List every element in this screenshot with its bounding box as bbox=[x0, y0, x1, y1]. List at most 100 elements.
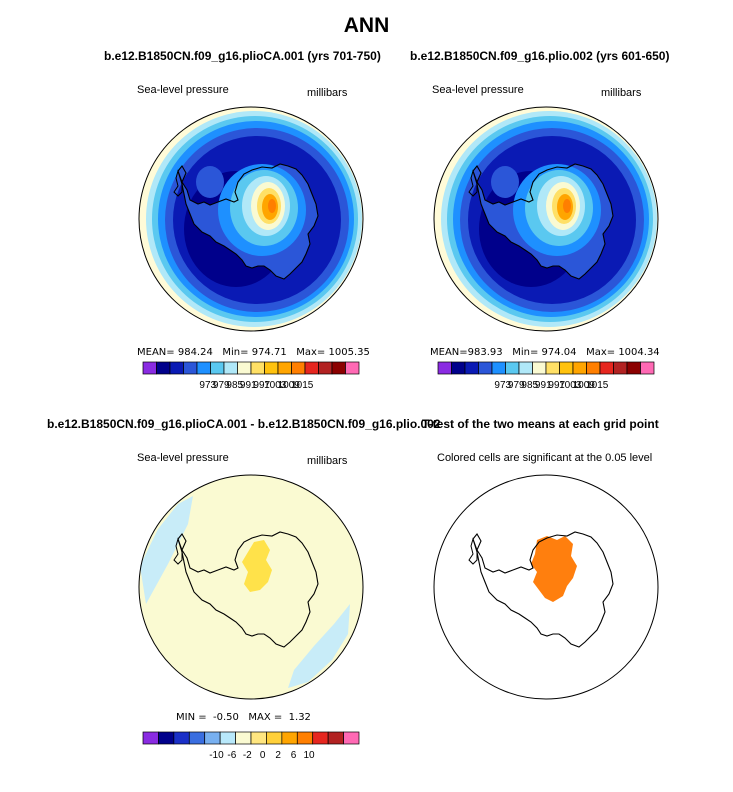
panel1-peninsula-coastline bbox=[173, 169, 183, 197]
panel2-stats: MEAN=983.93 Min= 974.04 Max= 1004.34 bbox=[430, 347, 660, 358]
panel2-colorbar-swatch-11 bbox=[586, 361, 601, 375]
panel1-colorbar-swatch-10 bbox=[277, 361, 292, 375]
panel2-colorbar-tick-label-1: 979 bbox=[508, 380, 525, 391]
panel3-antarctica-coastline bbox=[177, 531, 319, 648]
panel1-colorbar-tick-label-2: 985 bbox=[226, 380, 243, 391]
panel3-map-border bbox=[138, 474, 364, 700]
panel3-title: b.e12.B1850CN.f09_g16.plioCA.001 - b.e12… bbox=[47, 417, 441, 431]
panel3-colorbar-swatch-10 bbox=[296, 731, 314, 745]
panel1-colorbar-swatch-8 bbox=[250, 361, 265, 375]
panel3-max-label: MAX = bbox=[248, 712, 283, 723]
panel2-colorbar-swatch-8 bbox=[545, 361, 560, 375]
panel1-colorbar-swatch-12 bbox=[304, 361, 319, 375]
panel3-colorbar-swatch-2 bbox=[173, 731, 190, 745]
panel3-negative-region-east bbox=[288, 604, 350, 688]
panel3-colorbar-tick-label-0: -10 bbox=[209, 750, 224, 761]
panel2-mean-label: MEAN= bbox=[430, 347, 468, 358]
panel3-colorbar-swatch-8 bbox=[266, 731, 283, 745]
panel2-map-border bbox=[433, 106, 659, 332]
panel2-colorbar-tick-label-7: 1015 bbox=[586, 380, 609, 391]
panel1-colorbar-tick-label-3: 991 bbox=[240, 380, 257, 391]
panel1-max-label: Max= bbox=[296, 347, 326, 358]
panel1-variable-label: Sea-level pressure bbox=[137, 84, 229, 96]
panel4-ttest-map bbox=[433, 474, 659, 700]
panel1-colorbar-tick-label-6: 1009 bbox=[278, 380, 301, 391]
panel2-colorbar-swatch-2 bbox=[464, 361, 479, 375]
panel1-mean-value: 984.24 bbox=[177, 347, 213, 358]
panel2-colorbar-swatch-13 bbox=[613, 361, 628, 375]
panel1-colorbar-swatch-4 bbox=[196, 361, 211, 375]
panel2-colorbar-swatch-4 bbox=[491, 361, 506, 375]
panel2-min-label: Min= bbox=[512, 347, 539, 358]
panel1-colorbar-tick-label-1: 979 bbox=[213, 380, 230, 391]
panel1-mean-label: MEAN= bbox=[137, 347, 175, 358]
panel1-ross-sea-band bbox=[196, 166, 224, 198]
panel2-max-label: Max= bbox=[586, 347, 616, 358]
panel1-colorbar-swatch-11 bbox=[291, 361, 306, 375]
panel1-units-label: millibars bbox=[307, 87, 348, 99]
panel1-slp-map bbox=[138, 106, 364, 332]
panel1-antarctica-coastline bbox=[177, 163, 319, 280]
panel1-colorbar-swatch-9 bbox=[264, 361, 279, 375]
panel3-colorbar-tick-label-1: -6 bbox=[227, 750, 236, 761]
panel1-min-label: Min= bbox=[222, 347, 249, 358]
panel1-colorbar-swatch-2 bbox=[169, 361, 184, 375]
panel3-colorbar-swatch-5 bbox=[219, 731, 236, 745]
panel1-plateau-peak bbox=[268, 199, 276, 213]
panel3-colorbar-tick-label-3: 0 bbox=[260, 750, 266, 761]
panel2-variable-label: Sea-level pressure bbox=[432, 84, 524, 96]
panel3-max-value: 1.32 bbox=[288, 712, 311, 723]
panel2-colorbar-swatch-1 bbox=[451, 361, 466, 375]
panel2-colorbar-swatch-3 bbox=[478, 361, 493, 375]
panel3-colorbar-swatch-6 bbox=[235, 731, 252, 745]
panel3-colorbar-swatch-1 bbox=[158, 731, 175, 745]
panel2-colorbar-swatch-10 bbox=[572, 361, 587, 375]
panel3-units-label: millibars bbox=[307, 455, 348, 467]
panel1-colorbar-tick-label-5: 1003 bbox=[264, 380, 287, 391]
panel2-title: b.e12.B1850CN.f09_g16.plio.002 (yrs 601-… bbox=[410, 49, 670, 63]
panel4-antarctica-coastline bbox=[472, 531, 614, 648]
panel1-map-border bbox=[138, 106, 364, 332]
panel1-colorbar-swatch-14 bbox=[331, 361, 346, 375]
panel3-colorbar-tick-label-4: 2 bbox=[275, 750, 281, 761]
panel3-peninsula-coastline bbox=[173, 537, 183, 565]
figure-title: ANN bbox=[343, 14, 390, 37]
panel3-colorbar-tick-label-5: 6 bbox=[291, 750, 297, 761]
panel1-colorbar-swatch-6 bbox=[223, 361, 238, 375]
panel3-colorbar-swatch-12 bbox=[327, 731, 344, 745]
panel2-colorbar-swatch-7 bbox=[532, 361, 547, 375]
panel2-peninsula-coastline bbox=[468, 169, 478, 197]
panel1-colorbar-tick-label-0: 973 bbox=[199, 380, 216, 391]
panel1-colorbar-swatch-0 bbox=[142, 361, 157, 375]
panel3-colorbar-swatch-7 bbox=[250, 731, 267, 745]
panel2-colorbar-tick-label-6: 1009 bbox=[573, 380, 596, 391]
panel4-significant-region bbox=[531, 536, 577, 602]
panel4-map-border bbox=[433, 474, 659, 700]
panel1-colorbar-swatch-5 bbox=[210, 361, 225, 375]
panel3-difference-map bbox=[138, 474, 364, 700]
panel2-slp-map bbox=[433, 106, 659, 332]
panel4-title: T-test of the two means at each grid poi… bbox=[422, 417, 659, 431]
panel1-colorbar-swatch-1 bbox=[156, 361, 171, 375]
panel1-colorbar-swatch-7 bbox=[237, 361, 252, 375]
panel2-plateau-peak bbox=[563, 199, 571, 213]
panel3-colorbar-tick-label-6: 10 bbox=[303, 750, 315, 761]
panel1-colorbar-tick-label-4: 997 bbox=[253, 380, 270, 391]
panel3-colorbar-swatch-13 bbox=[343, 731, 360, 745]
panel3-colorbar: -10 -6 -2 0 2 6 10 bbox=[142, 731, 360, 761]
panel2-colorbar-tick-label-3: 991 bbox=[535, 380, 552, 391]
panel2-colorbar-swatch-12 bbox=[599, 361, 614, 375]
panel2-colorbar-swatch-15 bbox=[640, 361, 655, 375]
panel2-colorbar-tick-label-5: 1003 bbox=[559, 380, 582, 391]
panel2-colorbar-tick-label-4: 997 bbox=[548, 380, 565, 391]
panel3-colorbar-swatch-11 bbox=[312, 731, 329, 745]
panel3-colorbar-swatch-3 bbox=[188, 731, 206, 745]
panel3-colorbar-swatch-0 bbox=[142, 731, 159, 745]
panel3-positive-region-plateau bbox=[242, 540, 272, 592]
panel1-colorbar-tick-label-7: 1015 bbox=[291, 380, 314, 391]
panel3-min-label: MIN = bbox=[176, 712, 207, 723]
panel1-colorbar-swatch-15 bbox=[345, 361, 360, 375]
panel3-colorbar-tick-label-2: -2 bbox=[243, 750, 252, 761]
